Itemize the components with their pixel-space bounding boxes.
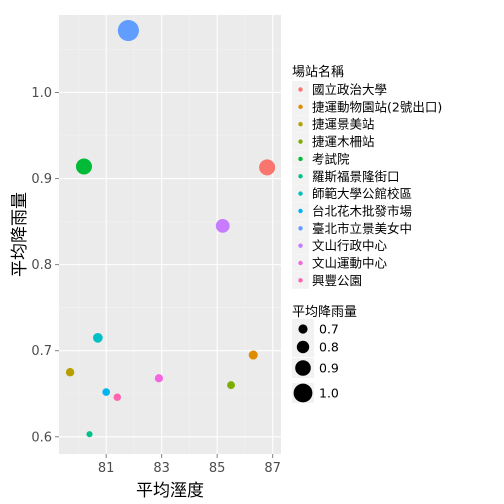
- color-legend-label: 捷運景美站: [312, 117, 375, 132]
- data-point: [86, 431, 93, 438]
- size-legend-label: 1.0: [319, 386, 339, 401]
- size-legend-title: 平均降雨量: [292, 305, 357, 320]
- size-legend-label: 0.8: [319, 340, 339, 355]
- x-tick-label: 87: [264, 461, 281, 476]
- data-point: [259, 159, 276, 176]
- color-legend-label: 文山運動中心: [312, 256, 388, 271]
- color-legend-title: 場站名稱: [292, 64, 344, 80]
- data-point: [215, 218, 230, 233]
- size-legend-label: 0.9: [319, 361, 339, 376]
- size-legend-items: 0.7 0.8 0.9 1.0: [292, 319, 339, 403]
- color-legend-swatch: [298, 278, 303, 283]
- size-legend-swatch: [298, 324, 308, 334]
- color-legend-label: 國立政治大學: [312, 82, 387, 97]
- x-axis-title: 平均溼度: [136, 481, 204, 501]
- data-point: [113, 393, 122, 401]
- color-legend-label: 師範大學公館校區: [312, 186, 412, 201]
- color-legend-swatch: [298, 139, 303, 144]
- x-tick-label: 85: [209, 461, 226, 476]
- major-gridlines: [59, 15, 281, 454]
- data-point: [93, 332, 103, 343]
- size-legend-swatch: [295, 360, 311, 376]
- y-axis-title: 平均降雨量: [10, 192, 30, 277]
- color-legend-swatch: [298, 260, 303, 266]
- color-legend-swatch: [298, 122, 303, 127]
- color-legend-swatch: [298, 243, 303, 248]
- size-legend-swatch: [293, 383, 313, 403]
- data-point: [102, 388, 111, 396]
- x-axis-ticks: 81 83 85 87: [98, 454, 281, 476]
- y-tick-label: 0.7: [31, 344, 52, 359]
- data-point: [227, 381, 236, 390]
- color-legend-label: 羅斯福景隆街口: [312, 169, 400, 184]
- plot-panel: [59, 15, 281, 454]
- color-legend-swatch: [298, 156, 303, 162]
- color-legend-label: 捷運木柵站: [312, 134, 375, 149]
- data-point: [75, 158, 92, 175]
- data-points: [65, 19, 276, 438]
- color-legend-label: 文山行政中心: [312, 238, 388, 253]
- color-legend-swatch: [298, 191, 303, 196]
- minor-gridlines: [59, 15, 281, 454]
- data-point: [154, 374, 163, 383]
- size-legend-label: 0.7: [319, 322, 339, 337]
- color-legend-swatch: [298, 226, 303, 231]
- y-axis-ticks: 0.6 0.7 0.8 0.9 1.0: [31, 86, 59, 445]
- y-tick-label: 1.0: [31, 86, 52, 101]
- color-legend-label: 興豐公園: [312, 273, 362, 288]
- data-point: [117, 19, 139, 42]
- x-tick-label: 83: [153, 461, 170, 476]
- x-tick-label: 81: [98, 461, 115, 476]
- color-legend-swatch: [298, 174, 303, 179]
- size-legend-swatch: [296, 340, 310, 354]
- data-point: [65, 368, 75, 377]
- y-tick-label: 0.6: [31, 430, 52, 445]
- color-legend-label: 捷運動物園站(2號出口): [312, 99, 442, 114]
- y-tick-label: 0.8: [31, 258, 52, 273]
- data-point: [248, 350, 258, 360]
- color-legend-swatch: [298, 104, 303, 110]
- y-tick-label: 0.9: [31, 172, 52, 187]
- color-legend-swatch: [298, 87, 303, 92]
- color-legend-label: 台北花木批發市場: [312, 203, 412, 218]
- color-legend-label: 臺北市立景美女中: [312, 221, 412, 236]
- color-legend-swatch: [298, 208, 303, 214]
- color-legend-label: 考試院: [312, 151, 350, 166]
